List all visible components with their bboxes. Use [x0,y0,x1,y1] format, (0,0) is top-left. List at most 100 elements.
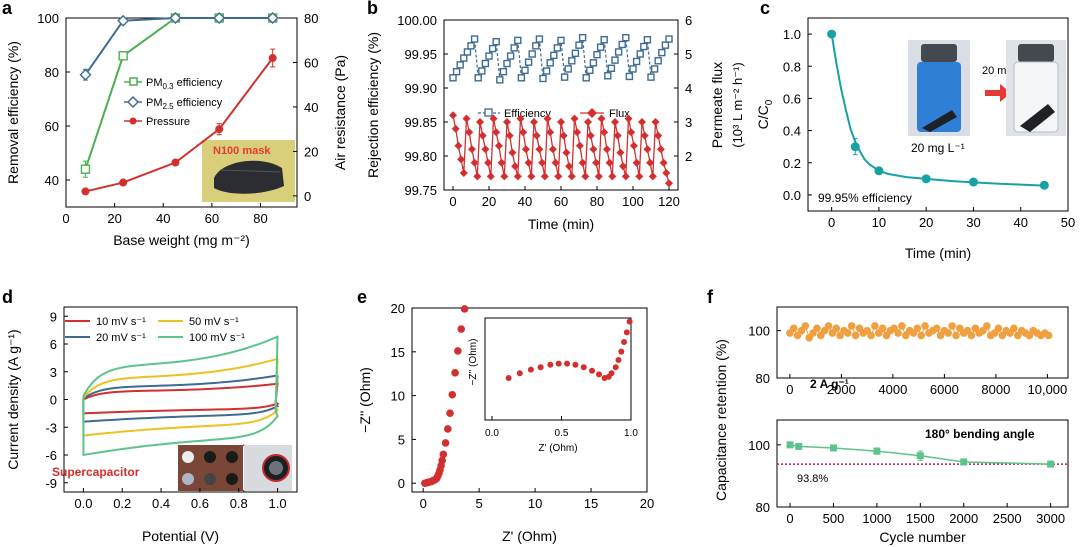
axes-c-xtick-label: 0 [828,215,835,230]
axes-c-ytick-label: 1.0 [783,27,801,42]
point-e-inset [564,360,571,367]
axes-e-inset-xtick-label: 0.0 [485,428,499,439]
point-efficiency [575,41,583,49]
point-flux [513,172,522,181]
point-efficiency [467,42,475,50]
sponge-icon [922,110,957,132]
point-flux [554,172,563,181]
point-efficiency [485,52,493,60]
point-flux [592,158,601,167]
mask-label: N100 mask [213,145,271,157]
axes-e-xtick-label: 5 [476,496,483,511]
axes-b-ytick-label: 100.00 [397,13,437,28]
point-e-inset [547,361,554,368]
point-flux [602,145,611,154]
point-efficiency [658,48,666,57]
sponge-icon-2 [1020,104,1055,132]
point-efficiency [586,66,594,75]
point-flux [516,114,525,123]
point-f1 [844,329,852,337]
annotation-c: 99.95% efficiency [818,191,912,205]
axes-e-ytick-label: 10 [391,389,405,404]
point-e [446,409,454,417]
panel-label-c: c [760,0,770,18]
axes-f2-ytick-label: 80 [756,500,770,515]
axes-e-xtick-label: 10 [528,496,542,511]
point-flux [651,118,660,126]
legend-label-pm03: PM0.3 efficiency [146,77,223,91]
point-efficiency [463,48,472,56]
axes-d-ytick-label: -9 [45,476,57,491]
point-e-inset [612,364,619,371]
point-efficiency [632,57,641,66]
point-f1 [789,324,798,333]
axes-c-ytick-label: 0.8 [783,59,801,74]
point-efficiency [449,74,457,82]
point-efficiency [636,50,644,58]
point-f1 [932,324,941,333]
xlabel-a: Base weight (mg m⁻²) [113,232,250,248]
point-efficiency [560,73,569,81]
axes-b-xtick-label: 120 [658,194,680,209]
panel-label-f: f [707,287,714,307]
y2label-a: Air resistance (Pa) [332,55,348,170]
legend-marker-pm03 [129,77,138,86]
panel-d: d 10 mV s⁻¹ 20 mV s⁻¹ 50 mV s⁻¹ 100 mV s… [2,287,292,492]
axes-c-ytick-label: 0.0 [783,188,801,203]
point-flux [530,118,538,126]
point-efficiency [618,40,626,49]
axes-d-xtick-label: 0.0 [74,496,92,511]
point-flux [467,145,476,154]
axes-a-xtick-label: 80 [253,211,267,226]
axes-f1-xtick-label: 2000 [827,382,856,397]
xlabel-e: Z' (Ohm) [502,528,557,544]
point-efficiency [470,35,479,43]
point-f1 [851,331,860,340]
legend-a: PM0.3 efficiency PM2.5 efficiency Pressure [124,77,223,128]
electrode-icon-1 [182,451,194,463]
axes-a-xtick-label: 40 [156,211,170,226]
axes-e-ytick-label: 0 [398,476,405,491]
point-efficiency [643,36,652,44]
axes-b-y2tick-label: 2 [685,149,692,164]
axes-c-xtick-label: 30 [966,215,980,230]
point-efficiency [614,48,623,56]
axes-b-xtick-label: 60 [554,194,568,209]
point-efficiency [539,74,547,83]
panel-f: f 2 A g⁻¹ 180° bending angle 93.8% [707,287,1035,485]
axes-f2-xtick-label: 3000 [1036,511,1065,526]
point-f1 [894,329,902,337]
inset-conc-label: 20 mg L⁻¹ [911,141,965,155]
legend-d: 10 mV s⁻¹ 20 mV s⁻¹ 50 mV s⁻¹ 100 mV s⁻¹ [65,316,245,344]
point-flux [624,114,633,123]
point-e-inset [618,348,625,355]
point-e [454,347,462,355]
axes-b-y2tick-label: 3 [685,115,692,130]
point-f1 [824,322,833,330]
point-a-1 [213,12,226,24]
panel-label-d: d [2,287,13,307]
point-e [451,369,459,377]
point-f1 [898,322,906,330]
legend-label-10: 10 mV s⁻¹ [96,316,146,328]
point-efficiency [550,51,558,60]
adsorption-photos: 20 min 20 mg L⁻¹ [908,40,1066,155]
point-a-1 [79,68,92,81]
point-flux [654,131,663,140]
axes-f2-ytick-label: 100 [748,438,770,453]
supercapacitor-photo [178,444,292,492]
point-a-2 [119,178,128,187]
point-flux [481,145,490,154]
axes-a-y2tick-label: 80 [304,11,318,26]
point-efficiency [578,33,587,42]
axes-f1-frame [776,306,1069,379]
point-flux [484,158,493,167]
point-f1 [994,324,1003,333]
point-flux [635,172,644,181]
axes-d-ytick-label: 6 [50,337,57,352]
point-flux [594,172,603,181]
axes-a-ytick-label: 80 [45,65,59,80]
point-flux [619,162,628,171]
